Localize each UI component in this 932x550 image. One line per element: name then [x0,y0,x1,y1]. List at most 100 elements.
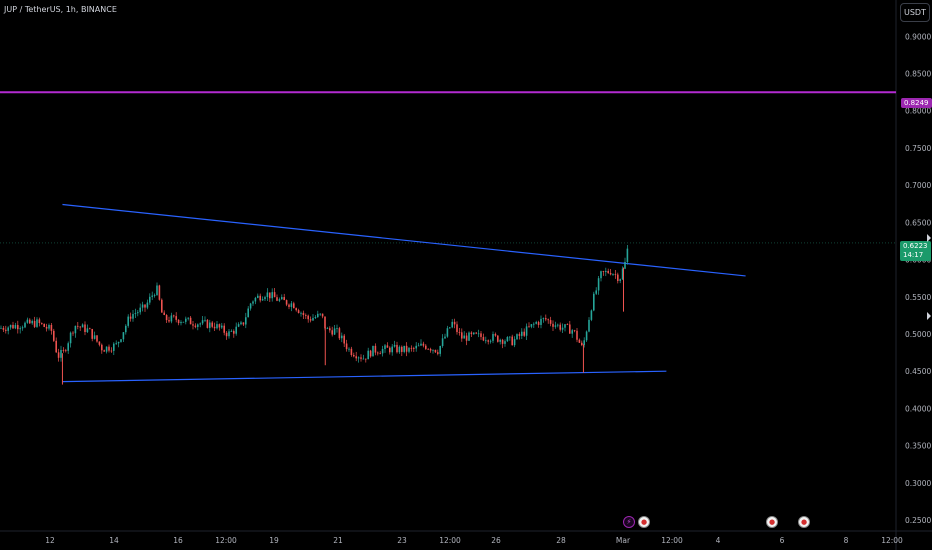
candle-body [595,290,597,294]
candle-body [283,297,285,301]
candle-body [252,301,254,304]
candle-body [134,313,137,315]
candle-body [122,332,125,340]
candle-body [108,346,110,351]
x-tick-label: 14 [109,536,119,545]
y-tick-label: 0.8000 [905,107,931,116]
candle-body [525,326,528,336]
candle-body [405,345,408,352]
candle-body [185,318,187,322]
candle-body [369,350,372,357]
horizontal-line-price-tag: 0.8249 [901,98,932,108]
candle-body [319,313,321,315]
candle-body [295,308,297,311]
y-tick-label: 0.3500 [905,442,931,451]
candle-body [465,335,468,341]
candle-body [288,304,290,307]
candle-body [489,340,492,342]
candle-body [427,348,429,350]
candle-body [537,322,540,325]
candle-body [468,332,470,341]
candle-body [384,345,386,349]
candle-body [302,312,305,316]
candle-body [281,297,283,300]
candle-body [393,344,396,347]
candle-body [377,352,379,354]
candle-body [153,295,156,296]
candle-body [209,322,211,328]
candle-body [273,292,276,298]
candle-body [127,316,129,326]
candle-body [26,319,29,323]
candle-body [475,332,477,334]
candle-body [386,345,389,348]
candle-body [285,300,288,305]
candle-body [365,358,367,360]
candle-body [350,348,353,355]
candle-body [497,335,499,342]
candle-body [24,322,26,328]
candle-body [81,324,84,328]
candle-body [0,327,2,329]
candle-body [588,319,590,332]
candle-body [9,324,12,328]
candle-body [50,324,53,331]
scale-arrow-icon[interactable] [927,234,931,242]
x-tick-label: 19 [269,536,279,545]
candle-body [276,297,278,301]
candle-body [410,347,413,349]
candle-body [187,317,189,319]
candle-body [602,271,605,272]
x-tick-label: 23 [397,536,407,545]
flag-event-icon[interactable]: ● [638,516,650,528]
candle-body [446,328,449,337]
candle-body [557,324,559,326]
candle-body [420,343,422,346]
candle-body [566,324,569,326]
candle-body [437,352,439,354]
candle-body [254,297,257,302]
candle-body [605,270,607,272]
candle-body [113,343,115,351]
flag-event-icon[interactable]: ● [798,516,810,528]
scale-arrow-icon[interactable] [927,312,931,320]
candle-body [201,320,204,324]
candle-body [353,354,355,357]
candle-body [511,336,513,346]
candle-body [583,340,585,346]
candle-body [518,334,521,336]
candle-body [571,330,573,334]
candle-body [338,328,341,339]
flag-event-icon[interactable]: ● [766,516,778,528]
candle-body [504,341,506,344]
candle-body [96,335,98,342]
x-tick-label: 12:00 [881,536,903,545]
candle-body [564,324,566,328]
lightning-event-icon[interactable]: ⚡ [623,516,635,528]
y-tick-label: 0.7000 [905,181,931,190]
y-tick-label: 0.4000 [905,404,931,413]
candle-body [240,322,242,325]
candle-body [326,328,329,330]
candle-body [206,319,209,328]
candle-body [293,303,295,309]
candle-body [554,325,557,327]
candle-body [117,341,120,344]
x-tick-label: 12:00 [215,536,237,545]
candle-body [194,325,197,327]
candle-body [247,308,249,318]
currency-button[interactable]: USDT [900,3,930,22]
candle-body [110,350,113,352]
candle-body [237,324,240,327]
symbol-title[interactable]: JUP / TetherUS, 1h, BINANCE [4,5,117,14]
candle-body [360,357,362,359]
candle-body [137,312,139,314]
candle-body [43,323,45,327]
candle-body [396,344,398,353]
candle-body [101,344,103,351]
candle-body [211,322,213,327]
candle-body [62,349,65,351]
y-tick-label: 0.5500 [905,293,931,302]
candle-body [559,324,561,330]
